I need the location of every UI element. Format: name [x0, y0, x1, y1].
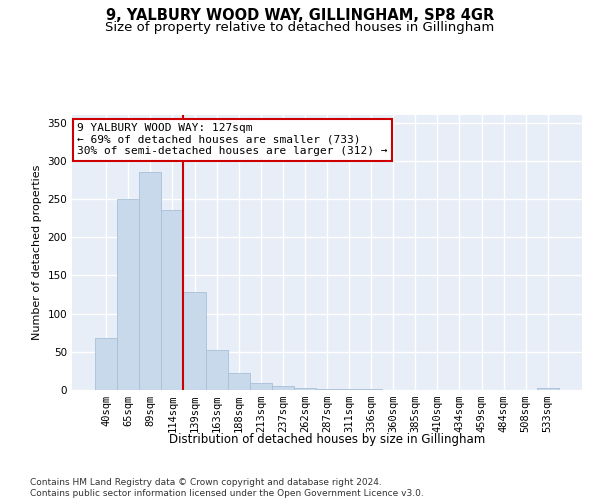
Text: 9 YALBURY WOOD WAY: 127sqm
← 69% of detached houses are smaller (733)
30% of sem: 9 YALBURY WOOD WAY: 127sqm ← 69% of deta… — [77, 123, 388, 156]
Bar — [294, 388, 316, 390]
Bar — [316, 389, 338, 390]
Bar — [161, 210, 184, 390]
Bar — [250, 383, 272, 390]
Y-axis label: Number of detached properties: Number of detached properties — [32, 165, 42, 340]
Text: 9, YALBURY WOOD WAY, GILLINGHAM, SP8 4GR: 9, YALBURY WOOD WAY, GILLINGHAM, SP8 4GR — [106, 8, 494, 22]
Bar — [227, 373, 250, 390]
Bar — [338, 389, 360, 390]
Text: Distribution of detached houses by size in Gillingham: Distribution of detached houses by size … — [169, 432, 485, 446]
Bar — [117, 199, 139, 390]
Bar — [95, 338, 117, 390]
Bar — [206, 350, 227, 390]
Bar — [184, 292, 206, 390]
Bar — [537, 388, 559, 390]
Bar — [139, 172, 161, 390]
Text: Contains HM Land Registry data © Crown copyright and database right 2024.
Contai: Contains HM Land Registry data © Crown c… — [30, 478, 424, 498]
Bar — [360, 389, 382, 390]
Text: Size of property relative to detached houses in Gillingham: Size of property relative to detached ho… — [106, 22, 494, 35]
Bar — [272, 386, 294, 390]
